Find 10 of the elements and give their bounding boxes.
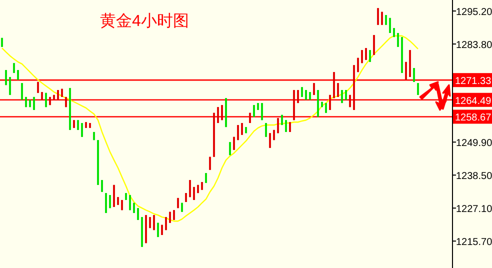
ref-line-label: 1271.33 (455, 76, 492, 88)
text: 黄金4小时图 (100, 12, 189, 30)
y-tick-label: 1283.80 (456, 40, 492, 51)
y-tick-label: 1238.50 (456, 171, 492, 182)
ref-line-label: 1258.67 (455, 112, 492, 124)
ref-line-label: 1264.49 (455, 96, 492, 107)
y-tick-label: 1227.10 (456, 204, 492, 216)
y-tick-label: 1249.90 (456, 138, 492, 150)
y-tick-label: 1215.70 (456, 237, 492, 248)
y-tick-label: 1295.20 (456, 7, 492, 18)
